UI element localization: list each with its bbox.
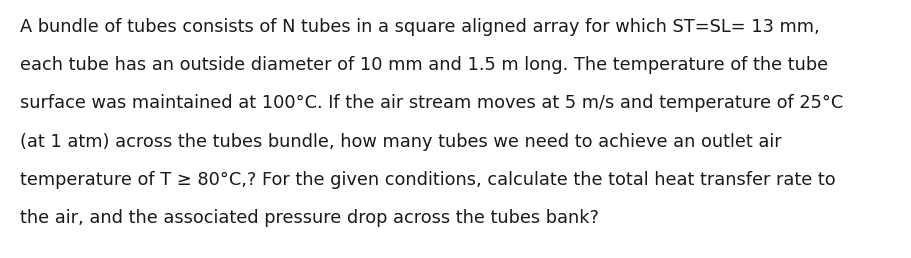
Text: A bundle of tubes consists of N tubes in a square aligned array for which ST=SL=: A bundle of tubes consists of N tubes in… [20, 18, 819, 36]
Text: the air, and the associated pressure drop across the tubes bank?: the air, and the associated pressure dro… [20, 209, 599, 227]
Text: surface was maintained at 100°C. If the air stream moves at 5 m/s and temperatur: surface was maintained at 100°C. If the … [20, 94, 843, 112]
Text: (at 1 atm) across the tubes bundle, how many tubes we need to achieve an outlet : (at 1 atm) across the tubes bundle, how … [20, 133, 781, 151]
Text: temperature of T ≥ 80°C,? For the given conditions, calculate the total heat tra: temperature of T ≥ 80°C,? For the given … [20, 171, 834, 189]
Text: each tube has an outside diameter of 10 mm and 1.5 m long. The temperature of th: each tube has an outside diameter of 10 … [20, 56, 827, 74]
